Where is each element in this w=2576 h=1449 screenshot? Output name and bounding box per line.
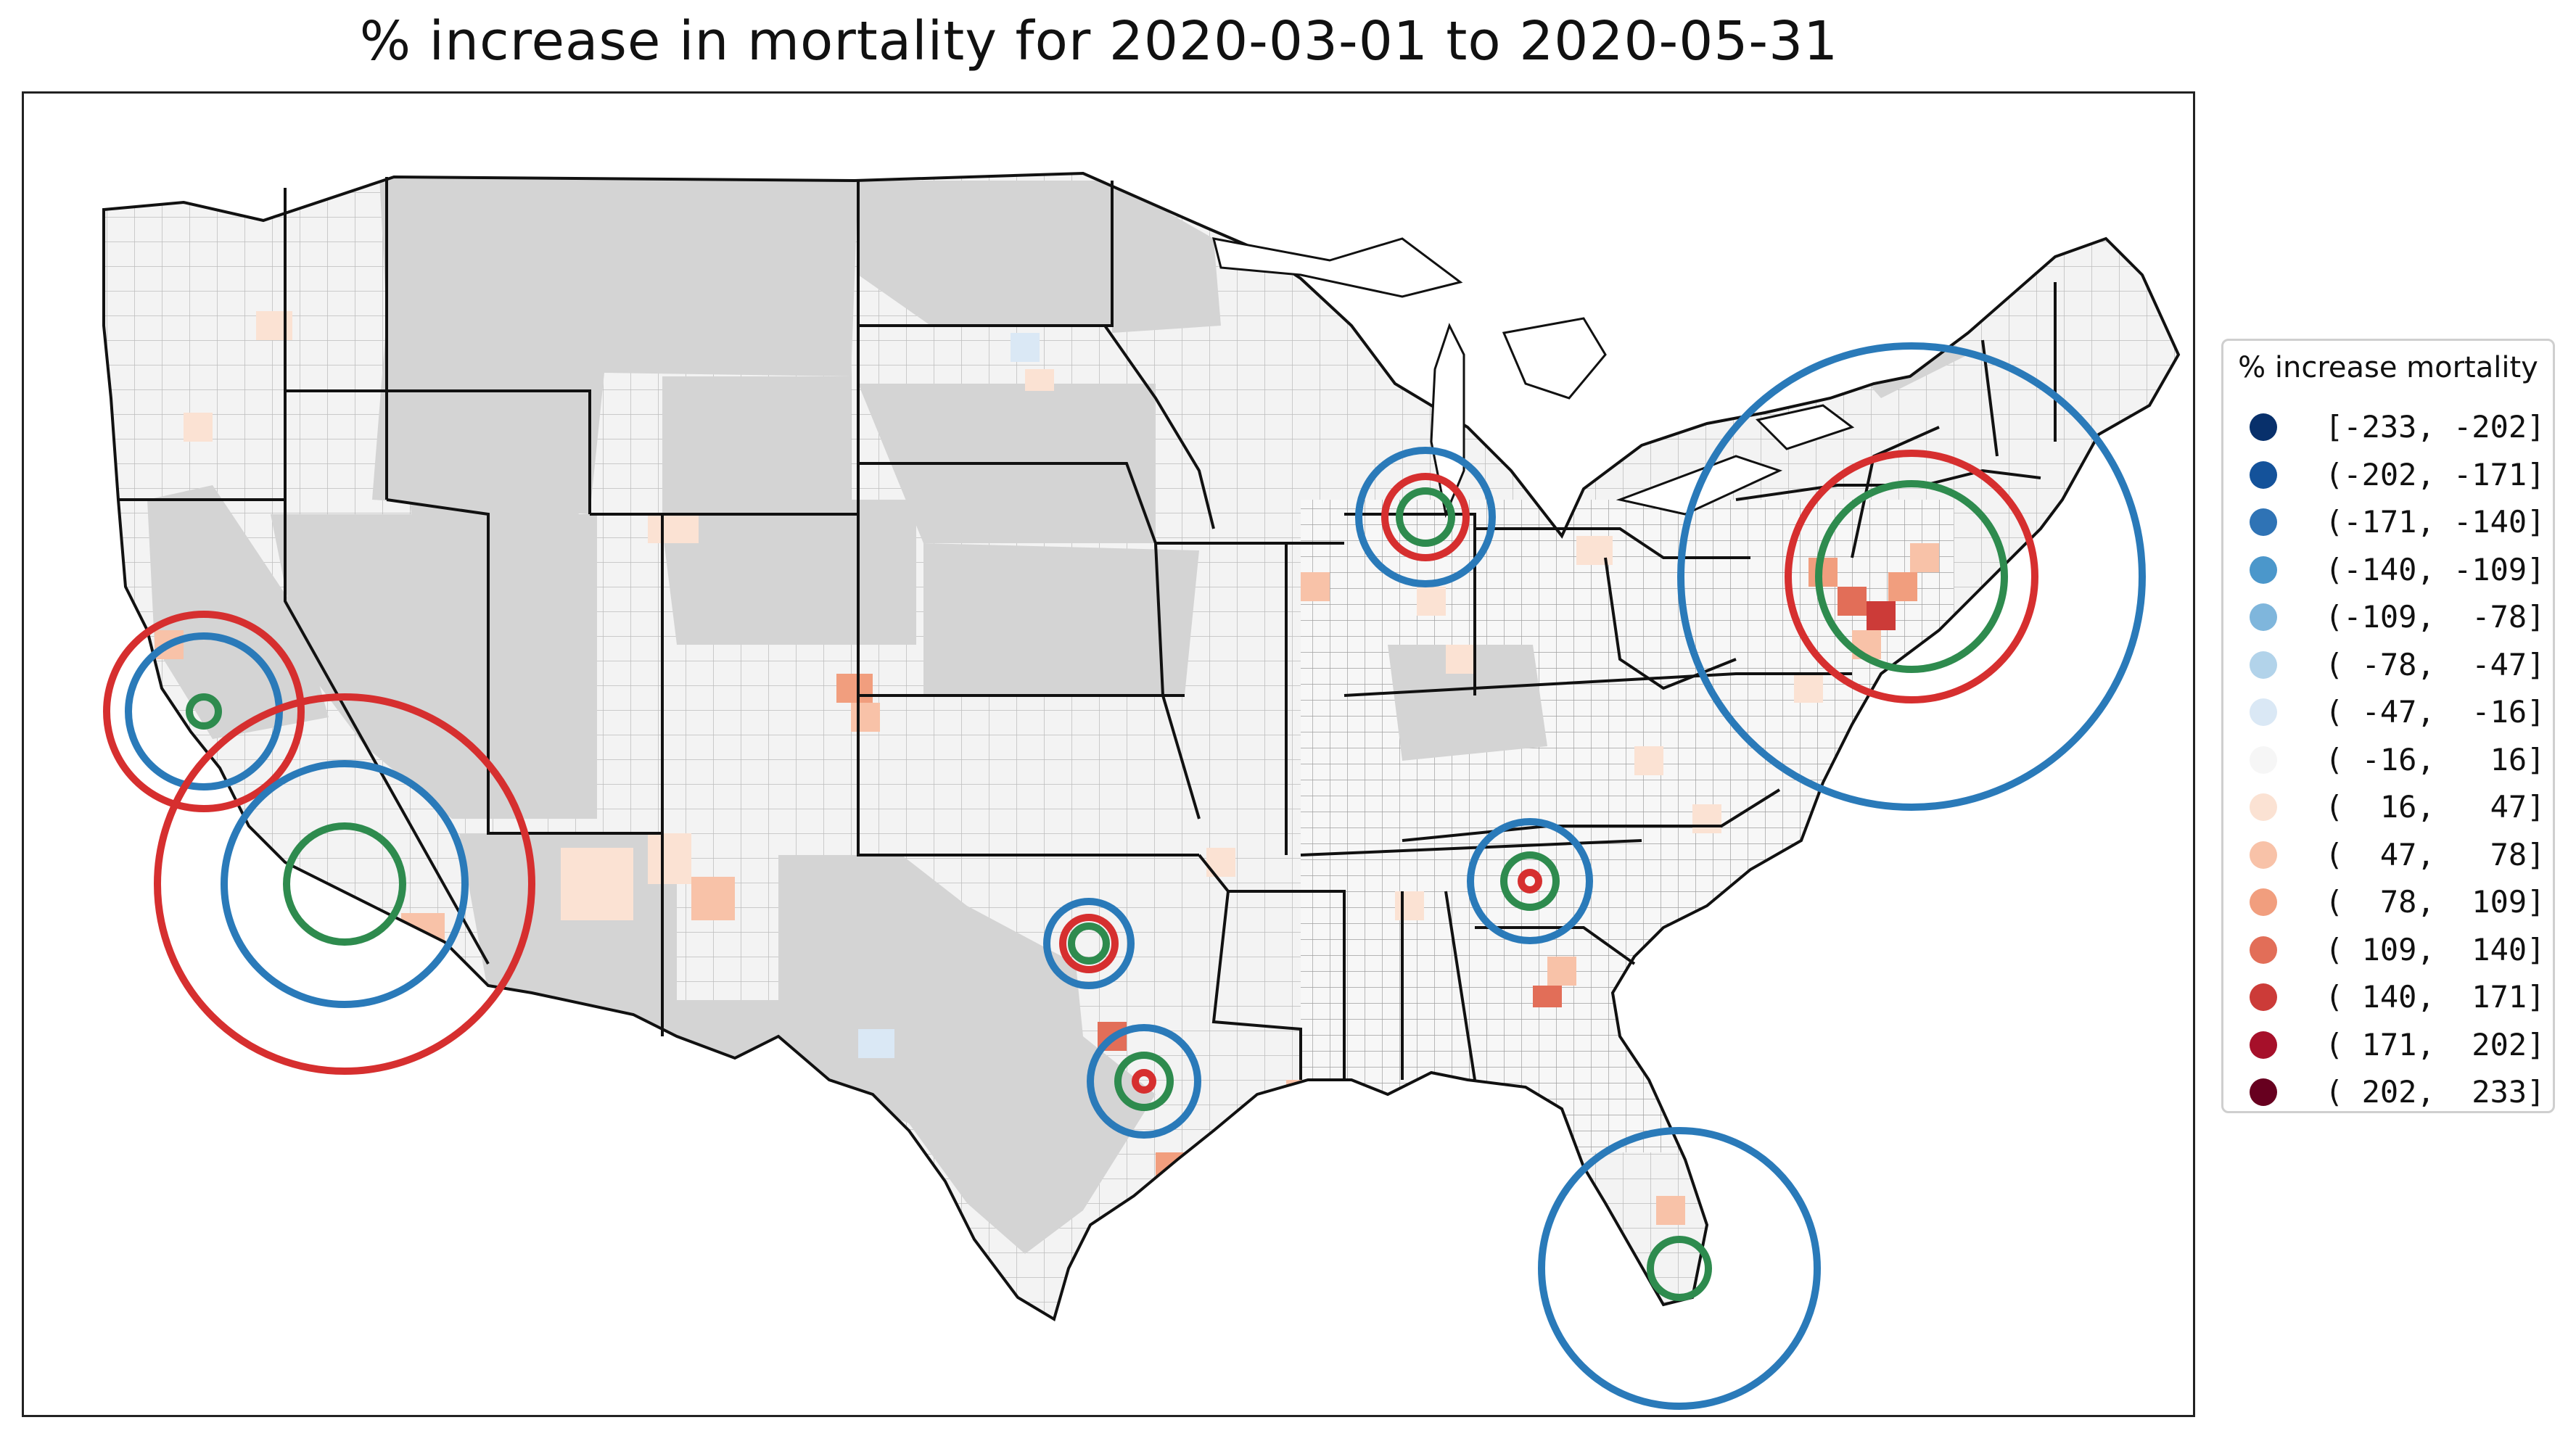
legend-item: (-109, -78]: [2250, 595, 2547, 640]
houston-green-circle: [1114, 1052, 1174, 1111]
map-frame: [22, 91, 2195, 1417]
houston-blue-circle: [1087, 1024, 1201, 1139]
legend-item: ( 47, 78]: [2250, 833, 2547, 878]
legend-color-dot: [2250, 1031, 2277, 1059]
chicago-red-circle: [1381, 473, 1470, 561]
sf-red-circle: [103, 611, 305, 812]
legend-color-dot: [2250, 461, 2277, 489]
dallas-blue-circle: [1043, 898, 1135, 989]
legend-item: ( -78, -47]: [2250, 643, 2547, 688]
legend-item: (-202, -171]: [2250, 453, 2547, 498]
legend-title: % increase mortality: [2238, 351, 2538, 384]
county-layer: [104, 173, 2178, 1319]
atlanta-red-circle: [1518, 869, 1542, 893]
legend-color-dot: [2250, 983, 2277, 1011]
legend-item: ( 171, 202]: [2250, 1023, 2547, 1068]
legend-label: ( 109, 140]: [2325, 931, 2546, 967]
legend-color-dot: [2250, 936, 2277, 964]
legend-color-dot: [2250, 556, 2277, 584]
atlanta-green-circle: [1500, 851, 1560, 911]
map-title: % increase in mortality for 2020-03-01 t…: [359, 10, 1839, 73]
legend-item: ( 109, 140]: [2250, 928, 2547, 973]
ny-red-circle: [1785, 450, 2038, 703]
la-red-circle: [154, 693, 535, 1075]
legend-item: ( -47, -16]: [2250, 690, 2547, 735]
sf-green-circle: [186, 693, 222, 730]
dallas-red-circle: [1059, 914, 1119, 973]
ny-blue-circle: [1677, 342, 2146, 811]
legend-color-dot: [2250, 746, 2277, 774]
ny-green-circle: [1815, 480, 2008, 673]
legend-label: ( -47, -16]: [2325, 694, 2546, 730]
legend-label: (-109, -78]: [2325, 599, 2546, 635]
legend-color-dot: [2250, 508, 2277, 536]
chicago-blue-circle: [1355, 447, 1496, 587]
legend-label: ( 140, 171]: [2325, 979, 2546, 1015]
houston-red-circle: [1132, 1069, 1156, 1094]
legend-label: ( 171, 202]: [2325, 1026, 2546, 1062]
legend-item: (-140, -109]: [2250, 548, 2547, 593]
legend-item: ( -16, 16]: [2250, 738, 2547, 783]
la-blue-circle: [221, 760, 469, 1008]
legend-item: [-233, -202]: [2250, 405, 2547, 450]
legend-item: (-171, -140]: [2250, 500, 2547, 545]
legend-label: (-140, -109]: [2325, 551, 2546, 587]
legend-item: ( 140, 171]: [2250, 975, 2547, 1020]
hotspot-circles: [103, 342, 2146, 1410]
legend-item: ( 202, 233]: [2250, 1070, 2547, 1115]
legend-color-dot: [2250, 698, 2277, 726]
legend-color-dot: [2250, 603, 2277, 631]
legend-label: ( 16, 47]: [2325, 789, 2546, 825]
state-borders: [102, 172, 2180, 1321]
legend-label: ( -78, -47]: [2325, 646, 2546, 682]
legend-label: ( 78, 109]: [2325, 884, 2546, 920]
legend-label: (-202, -171]: [2325, 456, 2546, 492]
legend-color-dot: [2250, 413, 2277, 441]
legend-color-dot: [2250, 651, 2277, 679]
atlanta-blue-circle: [1467, 818, 1593, 944]
great-lakes: [1211, 237, 1855, 519]
legend-color-dot: [2250, 1078, 2277, 1106]
legend-label: (-171, -140]: [2325, 504, 2546, 540]
dallas-green-circle: [1068, 922, 1110, 965]
legend-color-dot: [2250, 888, 2277, 916]
chicago-green-circle: [1396, 487, 1455, 547]
la-green-circle: [283, 822, 406, 946]
legend-label: ( 202, 233]: [2325, 1074, 2546, 1110]
legend-item: ( 78, 109]: [2250, 880, 2547, 925]
legend-label: ( -16, 16]: [2325, 741, 2546, 777]
miami-green-circle: [1647, 1236, 1712, 1301]
legend: % increase mortality [-233, -202] (-202, …: [2221, 339, 2555, 1113]
legend-label: ( 47, 78]: [2325, 836, 2546, 872]
us-county-map: [102, 172, 2180, 1410]
legend-color-dot: [2250, 841, 2277, 869]
legend-color-dot: [2250, 793, 2277, 821]
miami-blue-circle: [1538, 1127, 1821, 1410]
legend-item: ( 16, 47]: [2250, 785, 2547, 830]
legend-label: [-233, -202]: [2325, 409, 2546, 445]
